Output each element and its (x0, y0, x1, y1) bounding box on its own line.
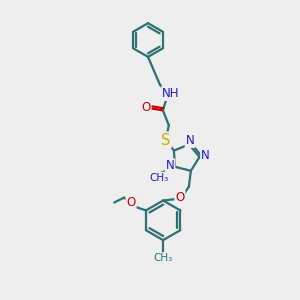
Text: O: O (141, 101, 151, 114)
Text: N: N (166, 159, 175, 172)
Text: N: N (201, 149, 210, 163)
Text: CH₃: CH₃ (150, 173, 169, 183)
Text: CH₃: CH₃ (154, 253, 173, 263)
Text: N: N (186, 134, 194, 147)
Text: NH: NH (162, 87, 180, 100)
Text: O: O (127, 196, 136, 209)
Text: O: O (175, 191, 184, 204)
Text: S: S (161, 133, 170, 148)
